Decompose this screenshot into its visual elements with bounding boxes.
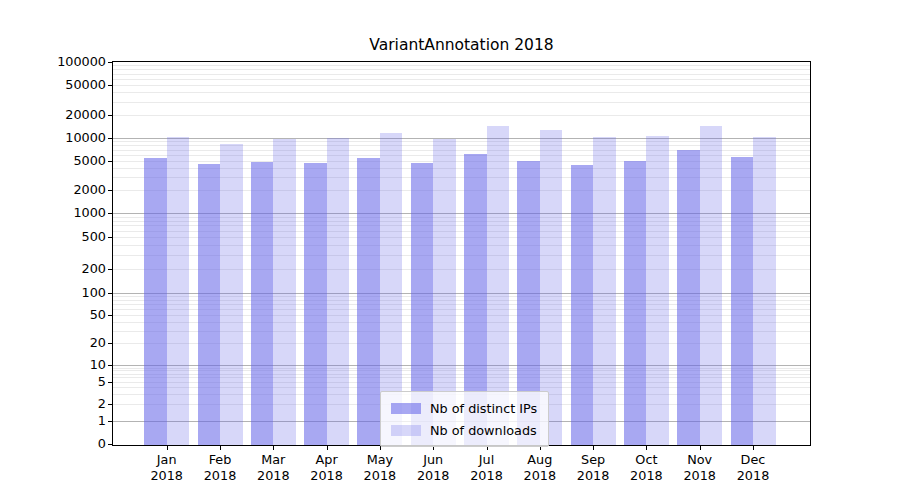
x-tick-mark	[220, 446, 221, 450]
y-tick-mark	[108, 343, 112, 344]
grid-minor-line	[113, 102, 810, 103]
legend-entry-downloads: Nb of downloads	[391, 419, 537, 441]
grid-minor-line	[113, 79, 810, 80]
y-tick-label: 100000	[0, 54, 106, 70]
x-tick-mark	[593, 446, 594, 450]
y-tick-mark	[108, 444, 112, 445]
legend-label-distinct-ips: Nb of distinct IPs	[430, 401, 537, 416]
x-tick-mark	[327, 446, 328, 450]
bar-distinct-ips-oct	[624, 161, 647, 445]
x-tick-mark	[646, 446, 647, 450]
bar-downloads-nov	[700, 126, 723, 445]
x-tick-year: 2018	[721, 468, 785, 484]
x-tick-mark	[167, 446, 168, 450]
y-tick-label: 1	[0, 413, 106, 429]
y-tick-label: 50	[0, 307, 106, 323]
y-tick-label: 10000	[0, 130, 106, 146]
bar-distinct-ips-dec	[731, 157, 754, 445]
y-tick-label: 5000	[0, 153, 106, 169]
x-tick-month: Dec	[721, 452, 785, 468]
bar-downloads-dec	[753, 137, 776, 445]
bar-downloads-apr	[327, 138, 350, 445]
grid-minor-line	[113, 92, 810, 93]
y-tick-mark	[108, 115, 112, 116]
legend: Nb of distinct IPs Nb of downloads	[380, 391, 549, 447]
legend-entry-distinct-ips: Nb of distinct IPs	[391, 397, 537, 419]
y-tick-mark	[108, 269, 112, 270]
y-tick-label: 200	[0, 261, 106, 277]
grid-minor-line	[113, 85, 810, 86]
y-tick-label: 2000	[0, 182, 106, 198]
y-tick-label: 5	[0, 374, 106, 390]
x-tick-label: Dec2018	[721, 452, 785, 483]
y-tick-label: 100	[0, 285, 106, 301]
bar-downloads-sep	[593, 137, 616, 445]
grid-minor-line	[113, 74, 810, 75]
y-tick-label: 2	[0, 396, 106, 412]
bar-downloads-jan	[167, 137, 190, 445]
grid-minor-line	[113, 115, 810, 116]
y-tick-label: 1000	[0, 205, 106, 221]
bar-distinct-ips-mar	[251, 162, 274, 445]
y-tick-mark	[108, 62, 112, 63]
y-tick-mark	[108, 161, 112, 162]
y-tick-label: 50000	[0, 77, 106, 93]
legend-swatch-distinct-ips	[391, 403, 421, 414]
y-tick-mark	[108, 213, 112, 214]
y-tick-mark	[108, 237, 112, 238]
plot-area	[112, 61, 811, 446]
grid-minor-line	[113, 69, 810, 70]
chart-title: VariantAnnotation 2018	[113, 36, 810, 54]
grid-minor-line	[113, 65, 810, 66]
bar-distinct-ips-sep	[571, 165, 594, 445]
bar-distinct-ips-nov	[677, 150, 700, 445]
bar-distinct-ips-apr	[304, 163, 327, 445]
bar-distinct-ips-jan	[144, 158, 167, 445]
bar-distinct-ips-feb	[198, 164, 221, 445]
y-tick-label: 20000	[0, 107, 106, 123]
y-tick-mark	[108, 404, 112, 405]
legend-label-downloads: Nb of downloads	[430, 423, 537, 438]
y-tick-mark	[108, 421, 112, 422]
y-tick-mark	[108, 315, 112, 316]
y-tick-label: 500	[0, 229, 106, 245]
bar-downloads-mar	[273, 139, 296, 445]
legend-swatch-downloads	[391, 425, 421, 436]
y-tick-label: 10	[0, 357, 106, 373]
y-tick-mark	[108, 190, 112, 191]
x-tick-mark	[700, 446, 701, 450]
bar-distinct-ips-may	[357, 158, 380, 445]
y-tick-label: 20	[0, 335, 106, 351]
bar-downloads-oct	[646, 136, 669, 445]
chart-canvas: VariantAnnotation 2018 0 12 510 20 50 100 200 5…	[0, 0, 900, 500]
y-tick-label: 0	[0, 436, 106, 452]
y-tick-mark	[108, 138, 112, 139]
bar-downloads-feb	[220, 144, 243, 445]
x-tick-mark	[273, 446, 274, 450]
y-tick-mark	[108, 365, 112, 366]
y-tick-mark	[108, 293, 112, 294]
y-tick-mark	[108, 85, 112, 86]
x-tick-mark	[753, 446, 754, 450]
y-tick-mark	[108, 382, 112, 383]
